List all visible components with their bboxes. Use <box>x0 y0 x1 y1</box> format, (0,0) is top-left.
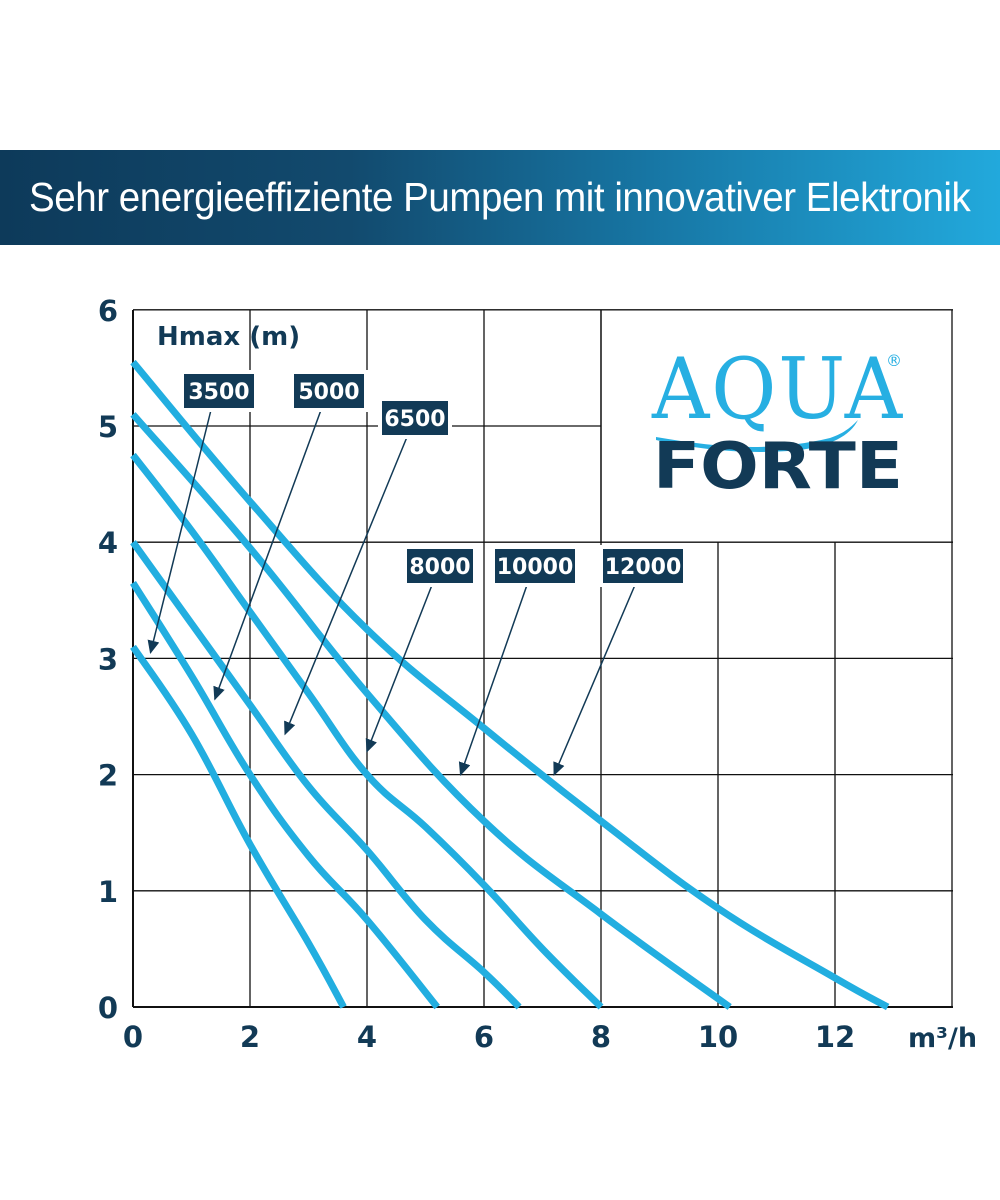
pump-curve-6500 <box>130 540 522 1010</box>
series-label-5000: 5000 <box>298 380 359 405</box>
pump-curve-12000 <box>130 359 890 1011</box>
x-tick-label: 0 <box>123 1020 143 1054</box>
x-tick-label: 4 <box>357 1020 377 1054</box>
x-tick-label: 2 <box>240 1020 260 1054</box>
pump-curve-3500 <box>130 644 347 1009</box>
header-banner: Sehr energieeffiziente Pumpen mit innova… <box>0 150 1000 245</box>
y-tick-label: 1 <box>98 875 118 909</box>
label-pointer-12000 <box>553 584 636 776</box>
x-tick-label: 12 <box>815 1020 855 1054</box>
pump-curve-10000 <box>130 412 732 1010</box>
series-label-8000: 8000 <box>409 555 470 580</box>
y-tick-label: 3 <box>98 642 118 676</box>
logo-wave-icon <box>656 420 858 452</box>
x-axis-label: m³/h <box>908 1023 977 1054</box>
pump-curve-8000 <box>130 452 604 1010</box>
label-pointer-10000 <box>458 584 528 777</box>
x-tick-label: 8 <box>591 1020 611 1054</box>
banner-title: Sehr energieeffiziente Pumpen mit innova… <box>29 174 971 220</box>
y-tick-label: 4 <box>98 526 118 560</box>
label-pointer-8000 <box>365 584 433 753</box>
y-tick-label: 2 <box>98 759 118 793</box>
label-pointer-3500 <box>147 409 212 655</box>
y-tick-label: 6 <box>98 294 118 328</box>
y-axis-label: Hmax (m) <box>157 322 300 352</box>
logo-registered-mark: ® <box>886 351 902 370</box>
label-pointer-5000 <box>213 409 322 701</box>
label-pointer-6500 <box>284 436 408 736</box>
series-label-12000: 12000 <box>605 555 682 580</box>
label-box-10000 <box>491 545 579 587</box>
y-tick-label: 5 <box>98 410 118 444</box>
y-tick-label: 0 <box>98 991 118 1025</box>
label-box-5000 <box>290 370 368 412</box>
logo-aqua-text: AQUA <box>651 340 904 438</box>
logo-forte-text: FORTE <box>653 430 903 504</box>
pump-curve-5000 <box>130 581 440 1010</box>
x-tick-label: 6 <box>474 1020 494 1054</box>
series-label-6500: 6500 <box>384 407 445 432</box>
x-tick-label: 10 <box>698 1020 738 1054</box>
series-label-3500: 3500 <box>188 380 249 405</box>
label-box-3500 <box>180 370 258 412</box>
label-box-8000 <box>403 545 477 587</box>
label-box-12000 <box>599 545 687 587</box>
label-box-6500 <box>378 397 452 439</box>
series-label-10000: 10000 <box>497 555 574 580</box>
